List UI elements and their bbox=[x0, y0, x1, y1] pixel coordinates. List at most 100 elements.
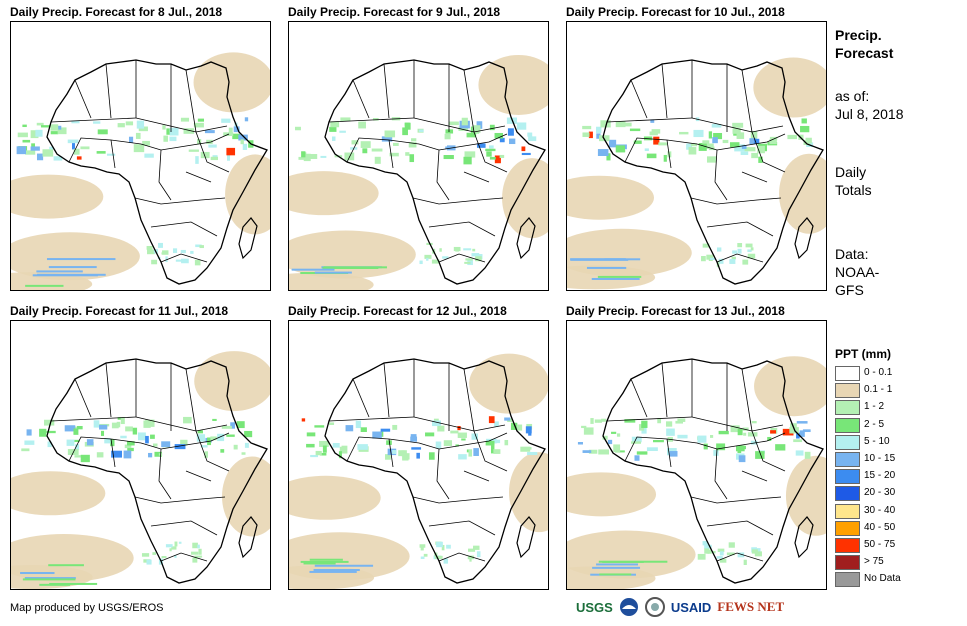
precip-field bbox=[11, 351, 270, 589]
country-border bbox=[630, 79, 648, 119]
country-border bbox=[473, 430, 508, 472]
precip-field bbox=[567, 57, 826, 290]
country-border bbox=[438, 253, 486, 263]
precip-field bbox=[11, 52, 270, 290]
legend-swatch bbox=[835, 555, 860, 571]
data-label: Data: bbox=[835, 246, 869, 262]
forecast-panel-4: Daily Precip. Forecast for 11 Jul., 2018 bbox=[10, 304, 276, 594]
precip-map bbox=[566, 21, 827, 291]
country-border bbox=[50, 117, 137, 123]
africa-precip-map bbox=[567, 57, 826, 290]
country-border bbox=[346, 137, 420, 163]
asof-label: as of: bbox=[835, 88, 870, 104]
legend-label: 0.1 - 1 bbox=[864, 384, 893, 396]
country-border bbox=[716, 552, 764, 562]
legend-label: 20 - 30 bbox=[864, 487, 896, 499]
country-border bbox=[195, 131, 230, 173]
madagascar-coastline bbox=[516, 516, 536, 559]
africa-coastline bbox=[602, 59, 824, 285]
panel-title: Daily Precip. Forecast for 9 Jul., 2018 bbox=[288, 5, 501, 19]
fewsnet-logo: FEWS NET bbox=[717, 599, 785, 614]
country-border bbox=[412, 197, 504, 205]
country-border bbox=[50, 416, 137, 422]
forecast-panel-2: Daily Precip. Forecast for 9 Jul., 2018 bbox=[288, 5, 554, 295]
panel-title: Daily Precip. Forecast for 11 Jul., 2018 bbox=[10, 304, 229, 318]
africa-coastline bbox=[324, 358, 546, 584]
africa-precip-map bbox=[289, 353, 548, 589]
usaid-logo: USAID bbox=[670, 599, 712, 615]
country-border bbox=[418, 432, 508, 450]
legend-swatch bbox=[835, 417, 860, 433]
country-border bbox=[105, 362, 112, 418]
country-border bbox=[388, 139, 394, 169]
country-border bbox=[158, 448, 172, 500]
country-border bbox=[606, 416, 693, 422]
country-border bbox=[412, 496, 504, 504]
legend-label: > 75 bbox=[864, 556, 884, 568]
legend-label: 2 - 5 bbox=[864, 418, 885, 430]
country-border bbox=[624, 436, 698, 462]
country-border bbox=[140, 432, 230, 450]
legend-swatch bbox=[835, 520, 860, 536]
usgs-logo: USGS bbox=[576, 599, 613, 615]
precip-map bbox=[566, 320, 827, 590]
legend-swatch bbox=[835, 572, 860, 588]
seal-logo-icon bbox=[644, 597, 665, 617]
country-border bbox=[158, 149, 172, 201]
country-border bbox=[428, 221, 496, 237]
country-border bbox=[690, 197, 782, 205]
legend-swatch bbox=[835, 469, 860, 485]
madagascar-coastline bbox=[794, 516, 814, 559]
country-border bbox=[741, 368, 753, 432]
country-border bbox=[436, 149, 450, 201]
country-border bbox=[690, 496, 782, 504]
country-border bbox=[741, 470, 768, 482]
legend-swatch bbox=[835, 383, 860, 399]
country-border bbox=[185, 470, 212, 482]
legend-swatch bbox=[835, 451, 860, 467]
country-border bbox=[696, 432, 786, 450]
country-border bbox=[714, 448, 728, 500]
totals-line1: Daily bbox=[835, 164, 867, 180]
precip-map bbox=[288, 320, 549, 590]
precip-field bbox=[289, 353, 548, 589]
country-border bbox=[714, 149, 728, 201]
country-border bbox=[140, 133, 230, 151]
sidebar-title-line1: Precip. bbox=[835, 27, 882, 43]
country-border bbox=[150, 221, 218, 237]
country-border bbox=[696, 133, 786, 151]
country-border bbox=[606, 117, 693, 123]
legend-swatch bbox=[835, 366, 860, 381]
country-border bbox=[428, 520, 496, 536]
country-border bbox=[438, 552, 486, 562]
country-border bbox=[383, 362, 390, 418]
country-border bbox=[68, 436, 142, 462]
country-border bbox=[68, 137, 142, 163]
legend-swatch bbox=[835, 486, 860, 502]
country-border bbox=[751, 430, 786, 472]
madagascar-coastline bbox=[238, 217, 258, 260]
country-border bbox=[706, 520, 774, 536]
data-source-line1: NOAA- bbox=[835, 264, 880, 280]
asof-date: Jul 8, 2018 bbox=[835, 106, 904, 122]
legend-label: 5 - 10 bbox=[864, 435, 890, 447]
country-border bbox=[463, 368, 475, 432]
country-border bbox=[436, 448, 450, 500]
data-source-line2: GFS bbox=[835, 282, 864, 298]
country-border bbox=[160, 552, 208, 562]
legend-label: 0 - 0.1 bbox=[864, 367, 893, 378]
totals-line2: Totals bbox=[835, 182, 872, 198]
panel-title: Daily Precip. Forecast for 10 Jul., 2018 bbox=[566, 5, 785, 19]
legend-label: 40 - 50 bbox=[864, 521, 896, 533]
madagascar-coastline bbox=[516, 217, 536, 260]
africa-precip-map bbox=[11, 351, 270, 589]
country-border bbox=[134, 197, 226, 205]
panel-title: Daily Precip. Forecast for 8 Jul., 2018 bbox=[10, 5, 223, 19]
country-border bbox=[624, 137, 698, 163]
country-border bbox=[110, 438, 116, 468]
precip-field bbox=[289, 54, 548, 290]
country-border bbox=[630, 378, 648, 418]
africa-precip-map bbox=[11, 52, 270, 290]
country-border bbox=[383, 63, 390, 119]
country-border bbox=[195, 430, 230, 472]
